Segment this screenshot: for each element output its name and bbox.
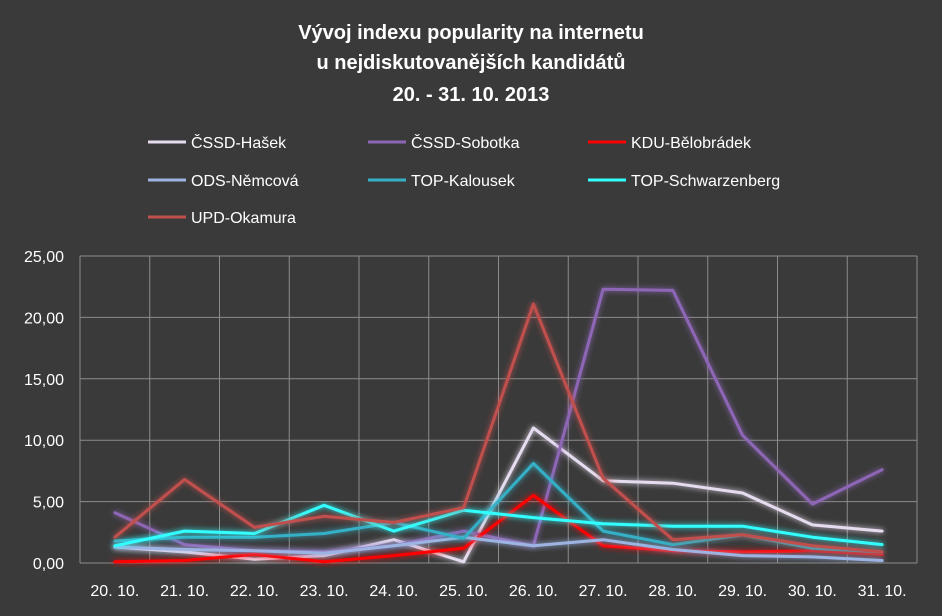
series-line-5 [113, 503, 884, 548]
series-line-2 [113, 494, 884, 564]
legend-label: ČSSD-Sobotka [411, 133, 520, 152]
legend-label: ČSSD-Hašek [191, 133, 287, 152]
x-tick-label: 30. 10. [788, 583, 837, 600]
chart-title-line-2: u nejdiskutovanějších kandidátů [316, 52, 626, 74]
y-tick-label: 15,00 [24, 372, 64, 389]
x-tick-label: 20. 10. [90, 583, 139, 600]
legend-label: TOP-Schwarzenberg [631, 173, 780, 190]
series-line-3 [113, 535, 884, 562]
x-tick-label: 23. 10. [300, 583, 349, 600]
y-tick-label: 10,00 [24, 433, 64, 450]
legend-label: KDU-Bělobrádek [631, 135, 752, 152]
x-tick-label: 27. 10. [579, 583, 628, 600]
legend: ČSSD-Hašek ČSSD-Sobotka KDU-Bělobrádek ODS-… [148, 133, 780, 227]
x-tick-label: 29. 10. [718, 583, 767, 600]
y-tick-label: 5,00 [33, 495, 64, 512]
legend-label: TOP-Kalousek [411, 173, 516, 190]
x-tick-label: 31. 10. [858, 583, 907, 600]
x-tick-label: 22. 10. [230, 583, 279, 600]
chart-title-line-1: Vývoj indexu popularity na internetu [298, 22, 644, 44]
legend-label: ODS-Němcová [191, 173, 299, 190]
series-line-0 [113, 426, 884, 564]
x-tick-label: 26. 10. [509, 583, 558, 600]
x-tick-label: 25. 10. [439, 583, 488, 600]
legend-label: UPD-Okamura [191, 210, 296, 227]
x-tick-label: 24. 10. [369, 583, 418, 600]
y-tick-label: 0,00 [33, 556, 64, 573]
x-tick-label: 21. 10. [160, 583, 209, 600]
series-line-6 [113, 302, 884, 554]
y-tick-label: 20,00 [24, 310, 64, 327]
series-layer [113, 287, 884, 564]
y-tick-label: 25,00 [24, 249, 64, 266]
chart-title-line-3: 20. - 31. 10. 2013 [392, 84, 550, 106]
axis-layer: 0,00 5,00 10,00 15,00 20,00 25,00 20. 10. 21. 1… [24, 249, 907, 600]
x-tick-label: 28. 10. [648, 583, 697, 600]
